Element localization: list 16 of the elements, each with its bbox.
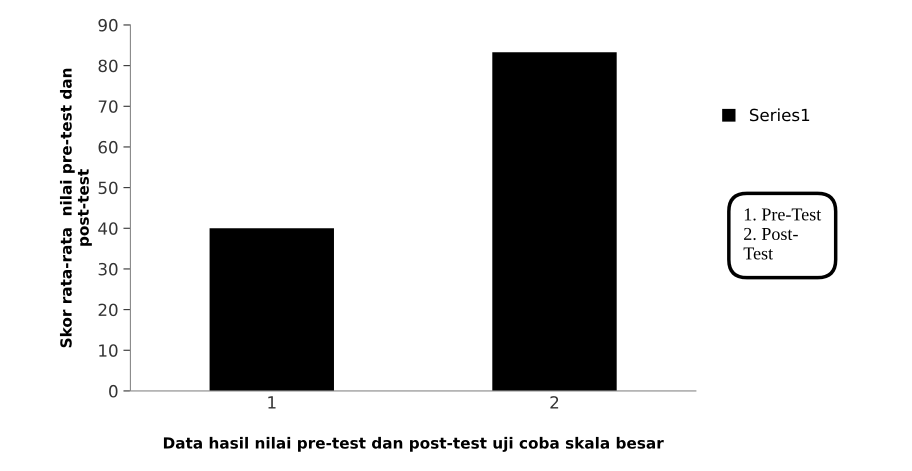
text: 1. Pre-Test 2. Post- Test [744, 208, 822, 260]
legend-label: Series1 [750, 108, 810, 122]
x-axis-title: Data hasil nilai pre-test dan post-test uji coba skala besar [164, 436, 664, 452]
y-tick-label: 90 [98, 18, 118, 32]
y-tick-label: 80 [98, 60, 118, 72]
y-axis-title: Skor rata-rata nilai pre-test dan post-test [60, 68, 92, 348]
x-tick-label: 2 [550, 396, 558, 408]
y-tick-label: 0 [109, 384, 118, 398]
y-tick-label: 60 [98, 140, 118, 154]
y-tick-label: 50 [98, 182, 118, 194]
y-tick-label: 40 [98, 222, 118, 235]
y-tick-label: 70 [98, 100, 118, 113]
y-tick-label: 20 [98, 304, 118, 316]
y-tick-label: 10 [99, 344, 118, 357]
y-tick-label: 30 [98, 262, 118, 276]
x-tick-label: 1 [268, 396, 276, 408]
